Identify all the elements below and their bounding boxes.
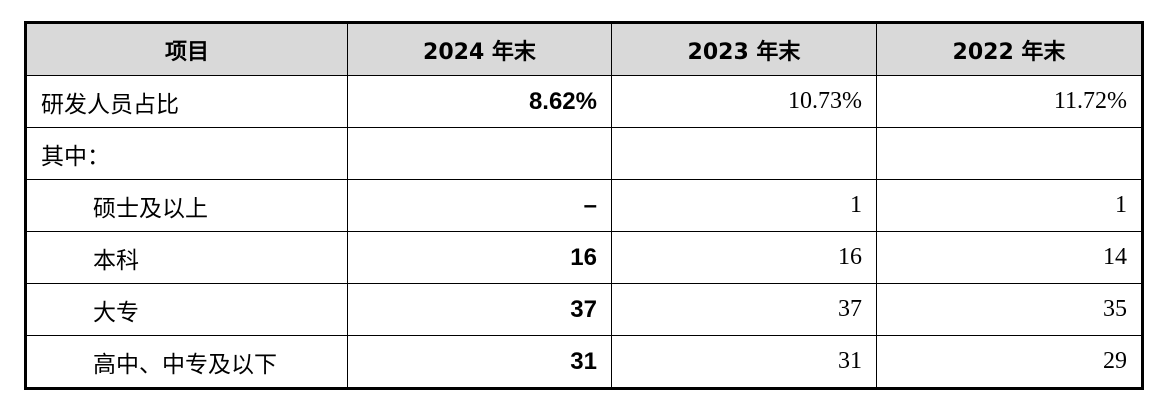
row-label: 硕士及以上 (25, 179, 348, 232)
value-cell-2022 (876, 127, 1143, 180)
value-cell-2024: 31 (347, 335, 612, 389)
value-cell-2023 (611, 127, 877, 180)
table-row: 大专 37 37 35 (25, 283, 1143, 336)
value-cell-2024: 37 (347, 283, 612, 336)
value-cell-2023: 16 (611, 231, 877, 284)
value-cell-2022: 14 (876, 231, 1143, 284)
table-row: 研发人员占比 8.62% 10.73% 11.72% (25, 75, 1143, 128)
header-2022: 2022 年末 (876, 22, 1143, 76)
value-cell-2024: 16 (347, 231, 612, 284)
header-item: 项目 (25, 22, 348, 76)
value-cell-2023: 37 (611, 283, 877, 336)
header-2023: 2023 年末 (611, 22, 877, 76)
rd-staff-table: 项目 2024 年末 2023 年末 2022 年末 研发人员占比 8.62% 10… (24, 21, 1144, 390)
row-label: 研发人员占比 (25, 75, 348, 128)
row-label: 本科 (25, 231, 348, 284)
table-row: 其中： (25, 127, 1143, 180)
row-label: 大专 (25, 283, 348, 336)
value-cell-2022: 11.72% (876, 75, 1143, 128)
value-cell-2024 (347, 127, 612, 180)
table-row: 本科 16 16 14 (25, 231, 1143, 284)
value-cell-2024: – (347, 179, 612, 232)
row-label: 其中： (25, 127, 348, 180)
row-label: 高中、中专及以下 (25, 335, 348, 389)
table-row: 高中、中专及以下 31 31 29 (25, 335, 1143, 389)
header-2024: 2024 年末 (347, 22, 612, 76)
value-cell-2023: 10.73% (611, 75, 877, 128)
value-cell-2022: 35 (876, 283, 1143, 336)
value-cell-2023: 31 (611, 335, 877, 389)
table-row: 硕士及以上 –1 1 (25, 179, 1143, 232)
value-cell-2022: 1 (876, 179, 1143, 232)
value-cell-2023: 1 (611, 179, 877, 232)
value-cell-2022: 29 (876, 335, 1143, 389)
header-row: 项目 2024 年末 2023 年末 2022 年末 (25, 22, 1143, 76)
value-cell-2024: 8.62% (347, 75, 612, 128)
